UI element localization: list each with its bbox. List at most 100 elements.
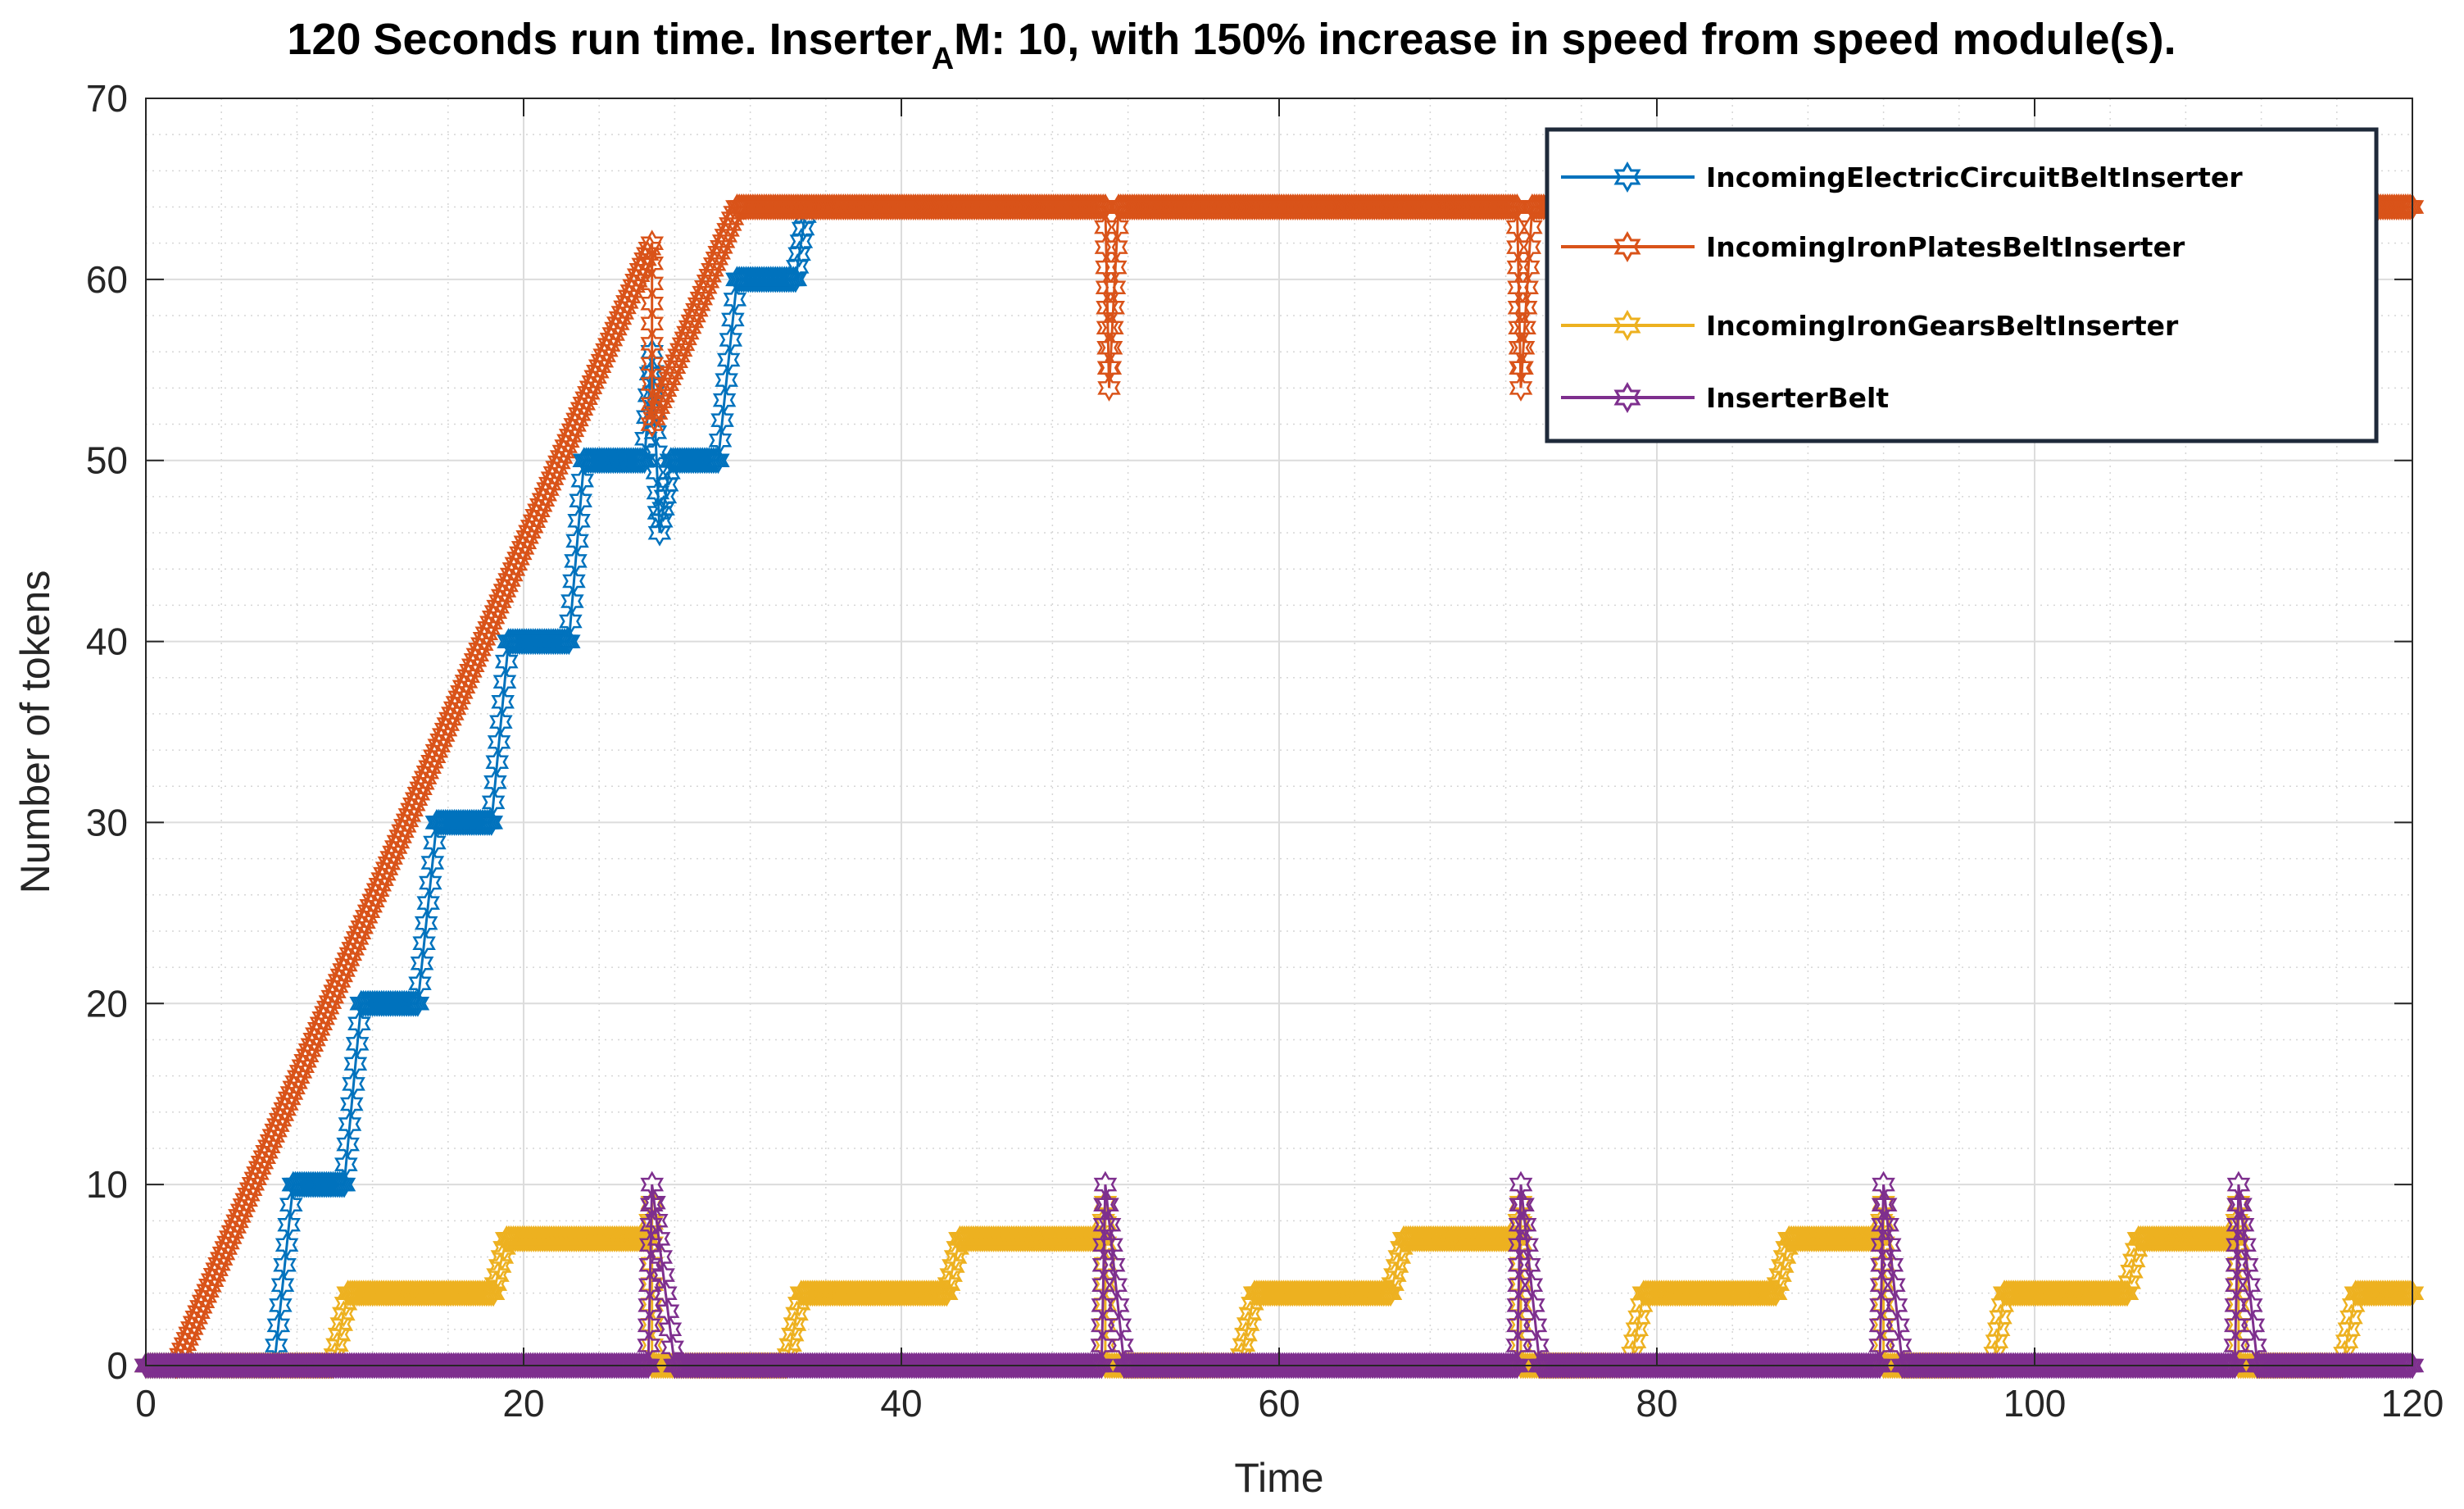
data-point [347, 1010, 371, 1038]
legend: IncomingElectricCircuitBeltInserter Incom… [1545, 127, 2379, 443]
data-point [640, 390, 665, 418]
data-point [570, 466, 594, 494]
data-point [1870, 1251, 1894, 1279]
data-point [412, 929, 436, 957]
data-point [345, 1029, 370, 1057]
data-point [783, 266, 808, 293]
data-point [1105, 213, 1130, 241]
data-point [1507, 1251, 1531, 1279]
data-point [1518, 234, 1542, 261]
data-point [1505, 1352, 1529, 1379]
data-point [712, 386, 737, 414]
data-point [1099, 334, 1123, 361]
data-point [336, 1130, 360, 1158]
data-point [332, 1170, 356, 1198]
series-line [146, 1184, 2412, 1367]
data-point [270, 1271, 295, 1299]
y-tick-label: 30 [86, 801, 128, 843]
data-point [266, 1311, 291, 1339]
chart-title-suffix: M: 10, with 150% increase in speed from … [954, 15, 2176, 64]
data-point [1091, 1251, 1116, 1279]
data-point [1511, 334, 1536, 361]
data-point [489, 708, 513, 736]
data-point [479, 808, 504, 836]
data-point [1513, 314, 1536, 342]
data-point [414, 909, 438, 937]
data-point [783, 1311, 807, 1338]
data-point [637, 1332, 660, 1359]
data-point [408, 970, 432, 998]
data-point [1236, 1311, 1260, 1338]
legend-item: InserterBelt [1561, 381, 1889, 414]
legend-label: IncomingElectricCircuitBeltInserter [1706, 161, 2243, 193]
series-line [175, 206, 2412, 1366]
y-tick-label: 70 [86, 77, 128, 120]
x-tick-label: 20 [502, 1382, 544, 1425]
data-point [637, 1311, 661, 1339]
data-point [640, 249, 665, 277]
data-point [491, 688, 515, 716]
data-point [1094, 234, 1119, 261]
data-point [485, 748, 510, 776]
data-point [1510, 354, 1534, 382]
data-point [636, 1352, 660, 1379]
y-tick-labels: 0 10 20 30 40 50 60 70 [86, 77, 128, 1387]
series-InserterBelt [134, 1170, 2425, 1379]
data-point [640, 330, 665, 357]
data-point [1506, 234, 1530, 261]
x-axis-label: Time [1234, 1455, 1323, 1501]
legend-swatch-marker [1613, 381, 1641, 414]
data-point [560, 588, 584, 615]
legend-item: IncomingElectricCircuitBeltInserter [1561, 161, 2243, 193]
data-point [423, 829, 447, 857]
legend-label: InserterBelt [1706, 382, 1889, 414]
data-point [420, 849, 445, 876]
data-point [567, 507, 591, 534]
data-point [569, 487, 592, 515]
data-point [406, 989, 430, 1017]
data-point [2225, 1251, 2249, 1279]
y-axis-label: Number of tokens [12, 570, 58, 894]
data-point [716, 346, 741, 374]
data-point [416, 889, 440, 917]
y-tick-label: 60 [86, 258, 128, 301]
data-point [706, 447, 730, 475]
legend-item: IncomingIronPlatesBeltInserter [1561, 230, 2185, 263]
axis-ticks [145, 98, 2413, 1366]
data-point [1519, 213, 1543, 241]
data-point [715, 366, 738, 394]
data-point [494, 648, 519, 675]
legend-swatch-marker [1613, 161, 1641, 193]
data-point [1105, 234, 1128, 261]
data-point [334, 1151, 358, 1179]
data-point [640, 350, 665, 378]
data-point [277, 1211, 301, 1239]
chart-title-subscript: A [932, 42, 954, 76]
data-point [1515, 274, 1539, 302]
data-point [1513, 293, 1538, 321]
legend-label: IncomingIronPlatesBeltInserter [1706, 231, 2185, 263]
data-point [640, 270, 665, 298]
data-point [1101, 293, 1125, 321]
data-point [338, 1111, 362, 1138]
data-point [481, 789, 506, 816]
data-point [1090, 1352, 1114, 1379]
x-tick-label: 120 [2381, 1382, 2444, 1425]
data-point [640, 310, 665, 338]
data-point [639, 1191, 664, 1219]
legend-swatch-marker [1613, 309, 1641, 342]
data-point [559, 607, 583, 635]
data-point [1095, 253, 1119, 281]
data-point [275, 1231, 299, 1259]
legend-label: IncomingIronGearsBeltInserter [1706, 310, 2179, 342]
x-tick-labels: 0 20 40 60 80 100 120 [135, 1382, 2444, 1425]
x-tick-label: 40 [880, 1382, 922, 1425]
data-point [1867, 1352, 1892, 1379]
data-point [1100, 314, 1124, 342]
data-point [719, 326, 743, 353]
data-point [787, 240, 811, 268]
data-point [1507, 274, 1531, 302]
data-point [342, 1070, 365, 1098]
y-tick-label: 50 [86, 439, 128, 482]
